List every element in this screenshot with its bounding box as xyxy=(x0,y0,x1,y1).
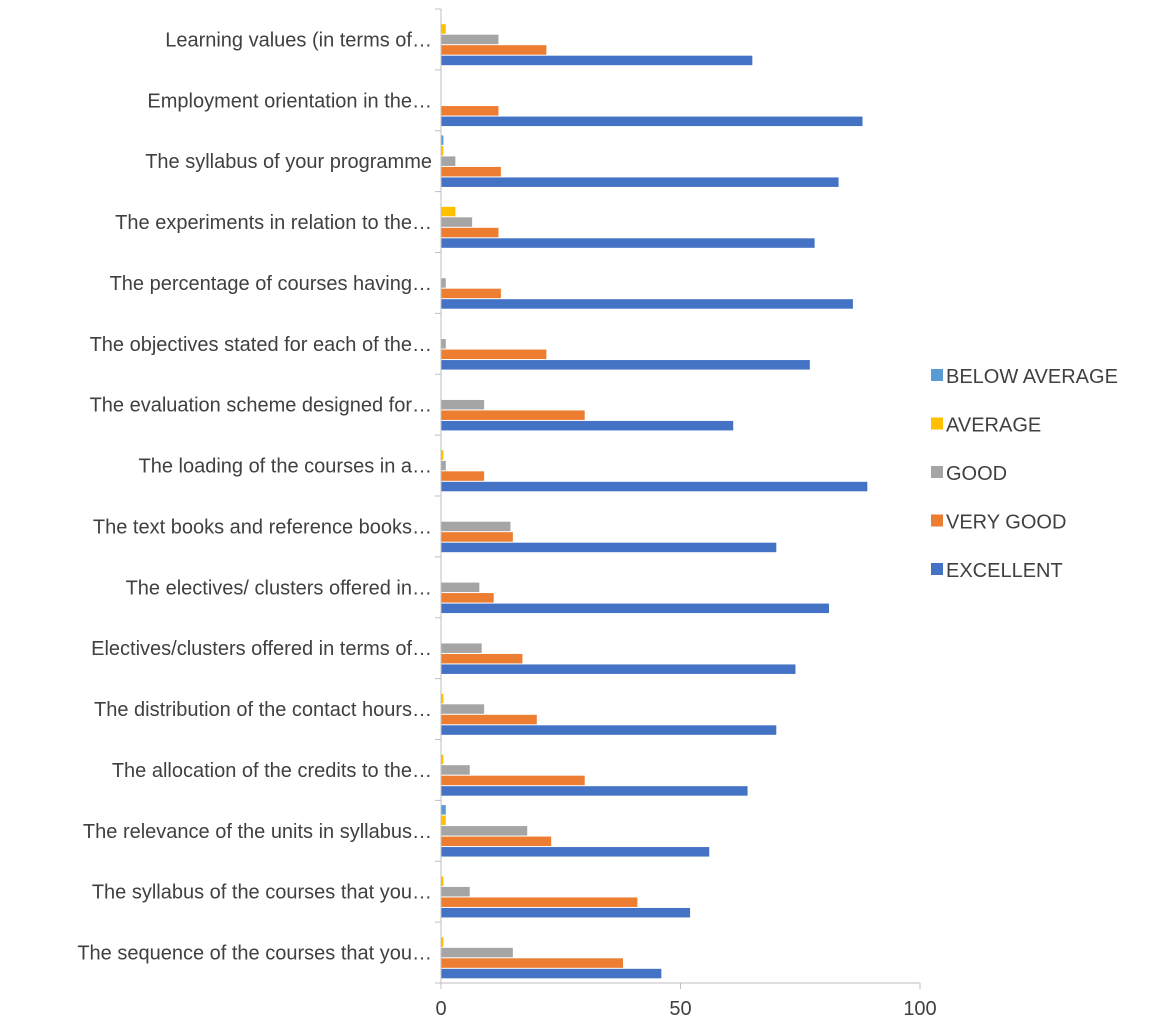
bar-average-3 xyxy=(441,206,456,217)
bar-good-3 xyxy=(441,217,473,227)
category-label: Electives/clusters offered in terms of… xyxy=(91,638,432,660)
bar-excellent-12 xyxy=(441,786,748,796)
x-tick-label: 100 xyxy=(903,998,936,1020)
bar-average-11 xyxy=(441,693,444,704)
bar-very-good-4 xyxy=(441,288,501,299)
bar-average-12 xyxy=(441,754,444,765)
category-label: The experiments in relation to the… xyxy=(115,212,432,234)
category-label: The relevance of the units in syllabus… xyxy=(83,821,432,843)
bar-good-13 xyxy=(441,826,528,836)
bar-good-12 xyxy=(441,765,470,775)
x-tick-label: 0 xyxy=(435,998,446,1020)
bar-very-good-6 xyxy=(441,410,585,420)
bar-excellent-13 xyxy=(441,847,710,857)
bar-good-8 xyxy=(441,521,511,532)
bar-good-10 xyxy=(441,643,482,653)
bar-very-good-7 xyxy=(441,471,485,481)
bar-good-14 xyxy=(441,886,470,897)
bar-good-5 xyxy=(441,339,446,349)
legend-swatch xyxy=(931,417,943,430)
bar-excellent-3 xyxy=(441,238,815,248)
bar-very-good-15 xyxy=(441,958,624,968)
category-label: The evaluation scheme designed for… xyxy=(90,395,432,417)
legend-swatch xyxy=(931,514,943,527)
bar-excellent-2 xyxy=(441,177,839,187)
legend-label: GOOD xyxy=(946,463,1007,485)
legend-swatch xyxy=(931,563,943,575)
bar-excellent-8 xyxy=(441,542,777,553)
category-label: The sequence of the courses that you… xyxy=(77,943,432,965)
bar-very-good-14 xyxy=(441,897,638,907)
bar-average-14 xyxy=(441,876,444,886)
category-label: The text books and reference books… xyxy=(93,516,432,538)
bar-good-0 xyxy=(441,34,499,45)
bar-excellent-0 xyxy=(441,55,753,66)
bar-very-good-2 xyxy=(441,166,501,177)
legend-label: AVERAGE xyxy=(946,415,1041,437)
bar-excellent-11 xyxy=(441,725,777,735)
bar-excellent-9 xyxy=(441,603,829,614)
legend-swatch xyxy=(931,466,943,478)
bar-average-2 xyxy=(441,145,444,156)
bar-average-13 xyxy=(441,815,446,826)
bar-average-7 xyxy=(441,450,444,460)
category-labels: Learning values (in terms of… Employment … xyxy=(77,29,432,964)
x-tick-label: 50 xyxy=(669,998,691,1020)
bar-very-good-5 xyxy=(441,349,547,360)
axis-layer xyxy=(435,8,921,989)
bar-very-good-1 xyxy=(441,106,499,116)
category-label: The electives/ clusters offered in… xyxy=(126,577,432,599)
bar-very-good-11 xyxy=(441,714,537,725)
category-label: Employment orientation in the… xyxy=(147,90,432,112)
legend-swatch xyxy=(931,369,943,381)
bar-very-good-8 xyxy=(441,532,513,542)
bar-excellent-6 xyxy=(441,420,734,431)
bar-below-average-2 xyxy=(441,135,444,145)
bar-good-7 xyxy=(441,460,446,471)
category-label: The allocation of the credits to the… xyxy=(112,760,432,782)
bar-very-good-0 xyxy=(441,45,547,55)
bar-excellent-5 xyxy=(441,360,810,370)
bar-very-good-12 xyxy=(441,775,585,786)
bar-excellent-15 xyxy=(441,968,662,979)
x-tick-labels: 0 50 100 xyxy=(435,998,936,1020)
bar-good-6 xyxy=(441,399,485,410)
bar-good-4 xyxy=(441,278,446,288)
bar-very-good-13 xyxy=(441,836,552,847)
category-label: The percentage of courses having… xyxy=(110,273,432,295)
category-label: The objectives stated for each of the… xyxy=(90,334,432,356)
legend-label: VERY GOOD xyxy=(946,512,1066,534)
bar-excellent-4 xyxy=(441,299,853,309)
category-label: The syllabus of the courses that you… xyxy=(92,882,432,904)
bar-average-15 xyxy=(441,937,444,947)
bar-very-good-10 xyxy=(441,653,523,664)
bar-very-good-9 xyxy=(441,593,494,603)
category-label: The loading of the courses in a… xyxy=(138,456,432,478)
legend-label: BELOW AVERAGE xyxy=(946,366,1118,388)
bar-good-9 xyxy=(441,582,480,593)
category-label: The syllabus of your programme xyxy=(145,151,432,173)
category-label: Learning values (in terms of… xyxy=(165,29,432,51)
bars-layer xyxy=(441,24,868,979)
bar-below-average-13 xyxy=(441,805,446,815)
bar-very-good-3 xyxy=(441,227,499,238)
legend: BELOW AVERAGE AVERAGE GOOD VERY GOOD EXCELLE… xyxy=(931,366,1118,582)
bar-average-0 xyxy=(441,24,446,34)
bar-excellent-14 xyxy=(441,907,691,918)
bar-good-2 xyxy=(441,156,456,166)
category-label: The distribution of the contact hours… xyxy=(94,699,432,721)
legend-label: EXCELLENT xyxy=(946,560,1063,582)
bar-good-11 xyxy=(441,704,485,714)
bar-excellent-10 xyxy=(441,664,796,674)
bar-excellent-1 xyxy=(441,116,863,127)
bar-good-15 xyxy=(441,947,513,958)
bar-excellent-7 xyxy=(441,481,868,492)
